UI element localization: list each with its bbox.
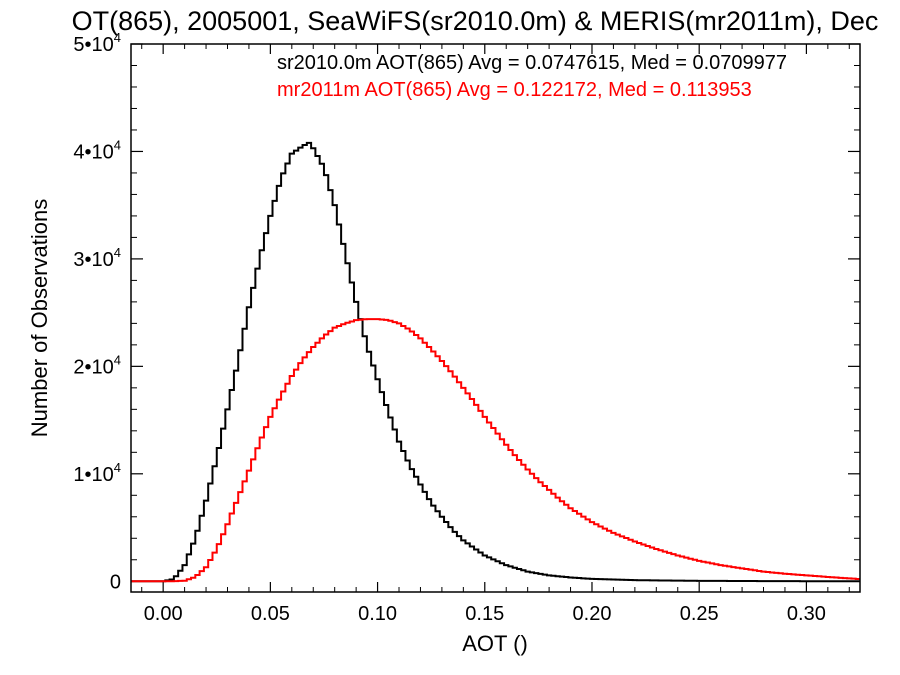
- x-tick-label: 0.00: [144, 603, 183, 625]
- series-line-sr2010.0m: [131, 141, 860, 583]
- x-axis-label: AOT (): [462, 631, 528, 656]
- y-tick-label: 5•104: [73, 30, 121, 56]
- legend-series-2: mr2011m AOT(865) Avg = 0.122172, Med = 0…: [277, 79, 752, 101]
- x-tick-label: 0.30: [787, 603, 826, 625]
- y-axis-label: Number of Observations: [27, 199, 52, 437]
- y-tick-label: 2•104: [73, 352, 121, 378]
- x-tick-label: 0.20: [573, 603, 612, 625]
- x-tick-label: 0.25: [680, 603, 719, 625]
- y-axis-ticks: 0 1•104 2•104 3•104 4•104 5•104: [73, 30, 860, 593]
- chart-title: OT(865), 2005001, SeaWiFS(sr2010.0m) & M…: [72, 6, 879, 36]
- x-axis-ticks: 0.00 0.05 0.10 0.15 0.20 0.25 0.30: [141, 44, 850, 625]
- x-tick-label: 0.05: [251, 603, 290, 625]
- series-line-mr2011m: [131, 318, 860, 583]
- y-tick-label: 1•104: [73, 460, 121, 486]
- y-tick-label: 0: [110, 571, 121, 593]
- plot-frame: [130, 43, 861, 593]
- legend-series-1: sr2010.0m AOT(865) Avg = 0.0747615, Med …: [277, 52, 787, 74]
- y-tick-label: 3•104: [73, 245, 121, 271]
- series-lines: [131, 141, 860, 583]
- x-tick-label: 0.15: [465, 603, 504, 625]
- x-tick-label: 0.10: [358, 603, 397, 625]
- y-tick-label: 4•104: [73, 137, 121, 163]
